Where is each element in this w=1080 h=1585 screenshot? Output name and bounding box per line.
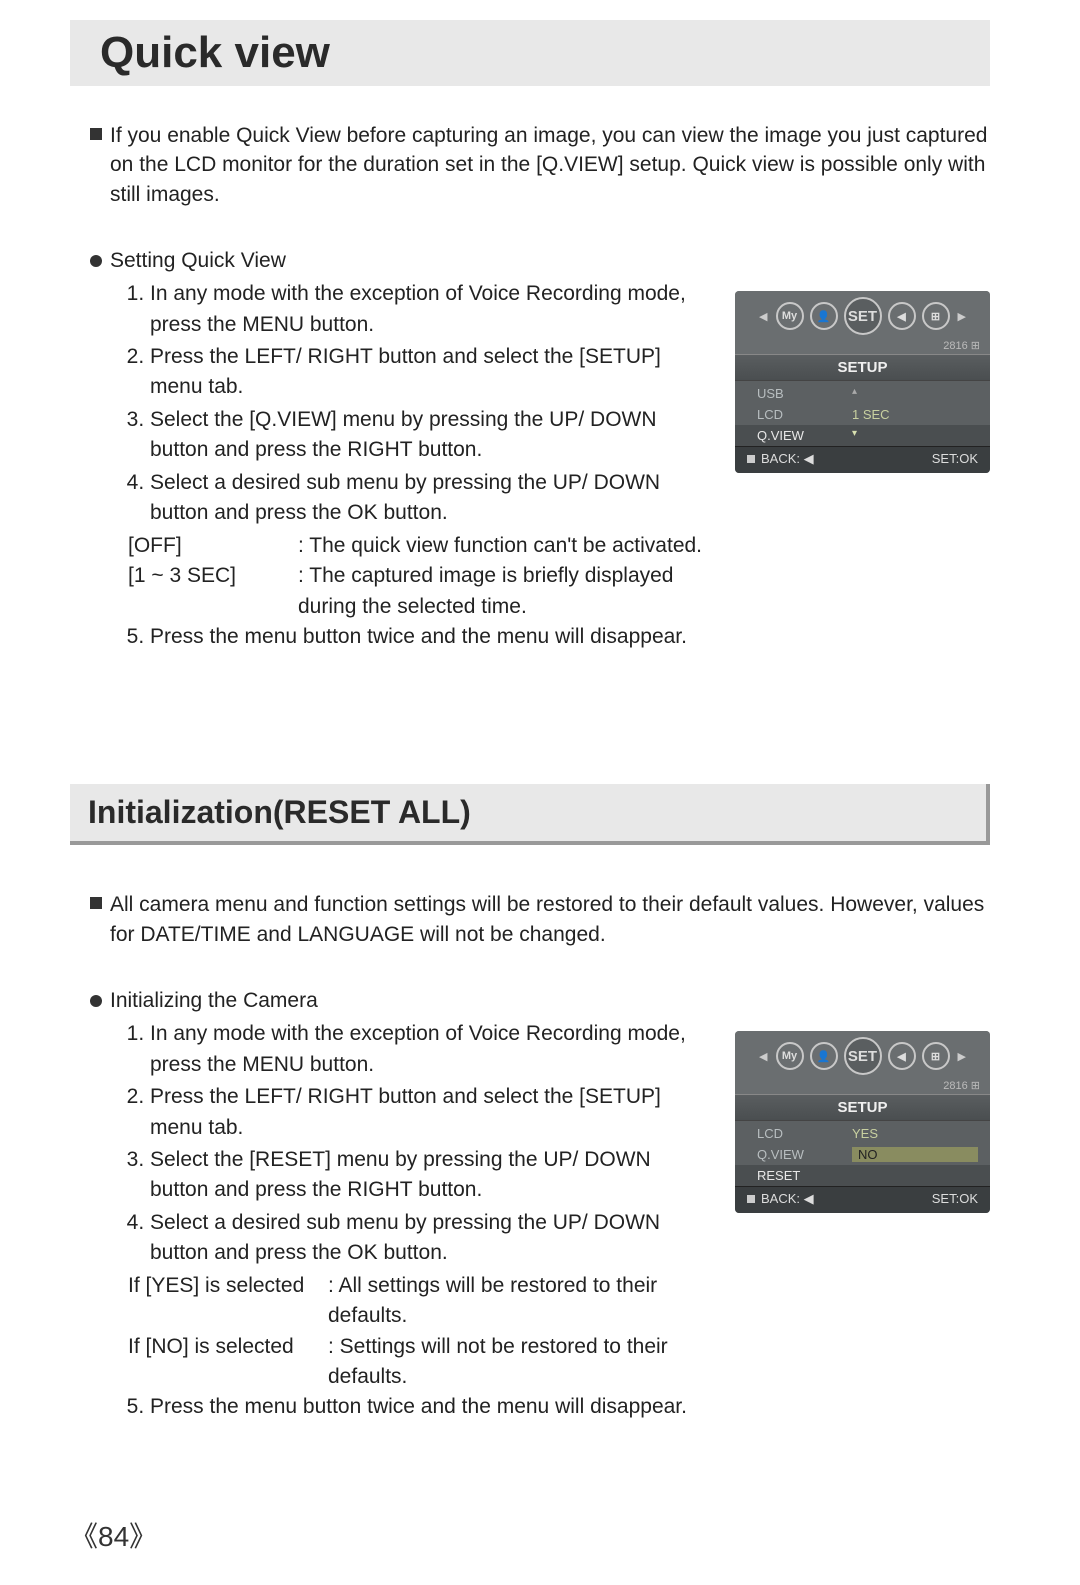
sound-icon: ◀ <box>888 302 916 330</box>
option-desc: : The quick view function can't be activ… <box>298 531 715 561</box>
set-icon: SET <box>844 297 882 335</box>
section2-steps: In any mode with the exception of Voice … <box>70 1019 715 1425</box>
back-text: BACK: ◀ <box>761 451 814 466</box>
lcd-setup-label: SETUP <box>735 354 990 381</box>
lcd-panel-2: ◀ My 👤 SET ◀ ⊞ ▶ 2816 ⊞ SETUP LCD YES Q.… <box>735 1031 990 1213</box>
menu-item-label: LCD <box>757 1126 852 1141</box>
menu-item-label: USB <box>757 386 852 401</box>
section1-content: In any mode with the exception of Voice … <box>70 279 990 654</box>
menu-item-label: RESET <box>757 1168 852 1183</box>
lcd-panel-1: ◀ My 👤 SET ◀ ⊞ ▶ 2816 ⊞ SETUP USB ▴ LCD … <box>735 291 990 473</box>
lcd-menu: USB ▴ LCD 1 SEC Q.VIEW ▾ <box>735 381 990 446</box>
dot-icon <box>747 455 755 463</box>
lcd-menu-row: LCD 1 SEC <box>735 404 990 425</box>
sound-icon: ◀ <box>888 1042 916 1070</box>
lcd-top-icons: ◀ My 👤 SET ◀ ⊞ ▶ <box>735 291 990 339</box>
menu-item-value: YES <box>852 1126 978 1141</box>
option-label: [1 ~ 3 SEC] <box>128 561 298 622</box>
menu-item-label: LCD <box>757 407 852 422</box>
option-row: If [YES] is selected : All settings will… <box>128 1271 715 1332</box>
lcd-menu-row: USB ▴ <box>735 383 990 404</box>
dot-icon <box>747 1195 755 1203</box>
step: Press the menu button twice and the menu… <box>150 622 715 652</box>
lcd-menu-row: Q.VIEW NO <box>735 1144 990 1165</box>
lcd-back-label: BACK: ◀ <box>747 451 814 467</box>
grid-icon: ⊞ <box>922 1042 950 1070</box>
my-icon: My <box>776 302 804 330</box>
left-arrow-icon: ◀ <box>757 1050 769 1063</box>
section1-steps: In any mode with the exception of Voice … <box>70 279 715 654</box>
back-text: BACK: ◀ <box>761 1191 814 1206</box>
section1-title: Quick view <box>100 28 970 78</box>
menu-item-value: ▾ <box>852 428 978 443</box>
option-label: If [NO] is selected <box>128 1332 328 1393</box>
option-desc: : All settings will be restored to their… <box>328 1271 715 1332</box>
step: Select a desired sub menu by pressing th… <box>150 1208 715 1269</box>
resolution-text: 2816 <box>943 1080 967 1092</box>
menu-item-label: Q.VIEW <box>757 1147 852 1162</box>
right-arrow-icon: ▶ <box>956 310 968 323</box>
step: Press the menu button twice and the menu… <box>150 1392 715 1422</box>
section1-title-bar: Quick view <box>70 20 990 86</box>
person-icon: 👤 <box>810 302 838 330</box>
option-desc: : The captured image is briefly displaye… <box>298 561 715 622</box>
option-label: [OFF] <box>128 531 298 561</box>
menu-item-value: ▴ <box>852 386 978 401</box>
lcd-bottom-bar: BACK: ◀ SET:OK <box>735 446 990 473</box>
lcd-top-icons: ◀ My 👤 SET ◀ ⊞ ▶ <box>735 1031 990 1079</box>
menu-item-value-selected: NO <box>852 1147 978 1162</box>
step: Press the LEFT/ RIGHT button and select … <box>150 342 715 403</box>
section2-intro: All camera menu and function settings wi… <box>90 890 990 949</box>
grid-icon: ⊞ <box>922 302 950 330</box>
step: Select a desired sub menu by pressing th… <box>150 468 715 529</box>
page-number: 《84》 <box>70 1515 157 1555</box>
option-row: [1 ~ 3 SEC] : The captured image is brie… <box>128 561 715 622</box>
lcd-setup-label: SETUP <box>735 1094 990 1121</box>
section2-content: In any mode with the exception of Voice … <box>70 1019 990 1425</box>
left-arrow-icon: ◀ <box>757 310 769 323</box>
lcd-set-label: SET:OK <box>932 1191 978 1207</box>
resolution-text: 2816 <box>943 340 967 352</box>
lcd-back-label: BACK: ◀ <box>747 1191 814 1207</box>
menu-item-label: Q.VIEW <box>757 428 852 443</box>
right-arrow-icon: ▶ <box>956 1050 968 1063</box>
lcd-menu-row: LCD YES <box>735 1123 990 1144</box>
my-icon: My <box>776 1042 804 1070</box>
option-row: If [NO] is selected : Settings will not … <box>128 1332 715 1393</box>
option-row: [OFF] : The quick view function can't be… <box>128 531 715 561</box>
section1-intro: If you enable Quick View before capturin… <box>90 121 990 209</box>
section2-title: Initialization(RESET ALL) <box>88 794 966 831</box>
menu-item-value <box>852 1168 978 1183</box>
section1-subheading: Setting Quick View <box>90 249 990 273</box>
step: Select the [RESET] menu by pressing the … <box>150 1145 715 1206</box>
option-label: If [YES] is selected <box>128 1271 328 1332</box>
lcd-menu-row-selected: Q.VIEW ▾ <box>735 425 990 446</box>
lcd-menu-row-selected: RESET <box>735 1165 990 1186</box>
lcd-bottom-bar: BACK: ◀ SET:OK <box>735 1186 990 1213</box>
step: In any mode with the exception of Voice … <box>150 1019 715 1080</box>
step: Select the [Q.VIEW] menu by pressing the… <box>150 405 715 466</box>
lcd-set-label: SET:OK <box>932 451 978 467</box>
menu-item-value: 1 SEC <box>852 407 978 422</box>
section2-title-bar: Initialization(RESET ALL) <box>70 784 990 845</box>
lcd-sub-text: 2816 ⊞ <box>735 339 990 354</box>
lcd-sub-text: 2816 ⊞ <box>735 1079 990 1094</box>
set-icon: SET <box>844 1037 882 1075</box>
person-icon: 👤 <box>810 1042 838 1070</box>
section2-subheading: Initializing the Camera <box>90 989 990 1013</box>
step: Press the LEFT/ RIGHT button and select … <box>150 1082 715 1143</box>
lcd-menu: LCD YES Q.VIEW NO RESET <box>735 1121 990 1186</box>
step: In any mode with the exception of Voice … <box>150 279 715 340</box>
option-desc: : Settings will not be restored to their… <box>328 1332 715 1393</box>
